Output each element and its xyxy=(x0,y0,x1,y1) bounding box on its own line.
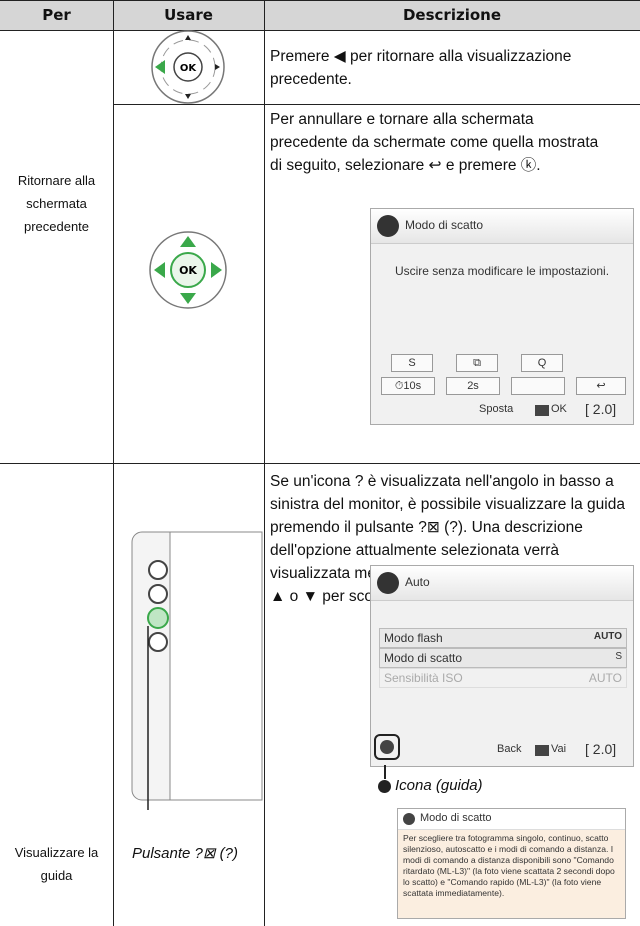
help-icon xyxy=(403,813,415,825)
screen-title: Auto xyxy=(405,575,430,589)
setting-label: Modo di scatto xyxy=(384,651,463,665)
ok-label: OK xyxy=(180,63,198,74)
header-cell: Per xyxy=(42,6,71,24)
setting-value: AUTO xyxy=(593,631,622,642)
screen-title: Modo di scatto xyxy=(420,812,492,824)
rule xyxy=(264,0,265,926)
description: Premere ◀ per ritornare alla visualizzaz… xyxy=(270,48,572,88)
camera-icon xyxy=(377,572,399,594)
footer-item: [ 2.0] xyxy=(585,741,617,757)
leader-line xyxy=(384,765,386,779)
rule xyxy=(0,463,640,464)
footer-item: [ 2.0] xyxy=(585,401,617,417)
row-label: Visualizzare la guida xyxy=(14,845,99,883)
setting-row: Modo flash AUTO xyxy=(379,628,627,648)
help-text: Per scegliere tra fotogramma singolo, co… xyxy=(403,833,615,898)
button-caption: Pulsante ?⊠ (?) xyxy=(132,845,238,862)
rule xyxy=(113,0,114,926)
setting-label: Modo flash xyxy=(384,631,443,645)
option: ↩ xyxy=(576,377,626,395)
rule xyxy=(0,0,640,1)
description: Per annullare e tornare alla schermata p… xyxy=(270,111,599,174)
ok-badge xyxy=(535,405,549,416)
footer-item: Vai xyxy=(551,743,567,755)
help-screen: Modo di scatto Per scegliere tra fotogra… xyxy=(397,808,626,919)
footer-item: Sposta xyxy=(479,403,514,415)
setting-value: S xyxy=(615,651,622,662)
row-label: Ritornare alla schermata precedente xyxy=(17,173,96,234)
camera-illustration xyxy=(131,531,263,810)
setting-value: AUTO xyxy=(588,671,622,685)
header-cell: Descrizione xyxy=(402,6,501,24)
option xyxy=(511,377,565,395)
screen-message: Uscire senza modificare le impostazioni. xyxy=(394,264,610,278)
multi-selector: OK xyxy=(151,30,225,104)
camera-screen: Auto Modo flash AUTO Modo di scatto S Se… xyxy=(370,565,634,767)
setting-row: Sensibilità ISO AUTO xyxy=(379,668,627,688)
screen-title: Modo di scatto xyxy=(405,218,484,232)
option: Q xyxy=(521,354,563,372)
help-icon xyxy=(378,780,391,793)
header-cell: Usare xyxy=(164,6,213,24)
help-icon xyxy=(380,740,394,754)
option: ⧉ xyxy=(456,354,498,372)
multi-selector: OK xyxy=(149,231,227,309)
rule xyxy=(113,104,640,105)
setting-label: Sensibilità ISO xyxy=(384,671,463,685)
option: S xyxy=(391,354,433,372)
footer-item: OK xyxy=(551,403,567,415)
setting-row: Modo di scatto S xyxy=(379,648,627,668)
option: 2s xyxy=(446,377,500,395)
ok-label: OK xyxy=(179,264,197,277)
icon-caption: Icona (guida) xyxy=(395,777,483,794)
rule xyxy=(0,30,640,31)
ok-badge xyxy=(535,745,549,756)
option: ⏱10s xyxy=(381,377,435,395)
header-bg xyxy=(0,0,640,30)
camera-icon xyxy=(377,215,399,237)
footer-item: Back xyxy=(497,743,522,755)
help-icon-frame xyxy=(374,734,400,760)
camera-screen: Modo di scatto Uscire senza modificare l… xyxy=(370,208,634,425)
